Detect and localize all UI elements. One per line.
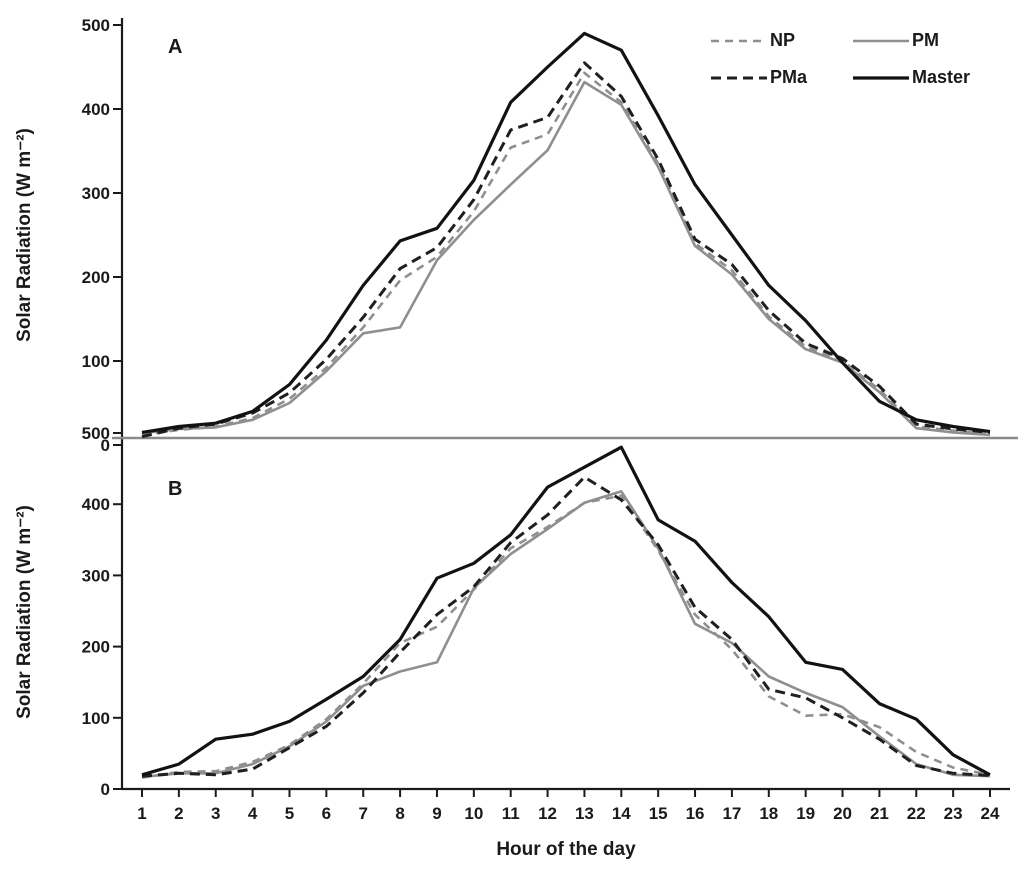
np-line-sample — [711, 39, 767, 42]
series-line-Master-panel-A — [141, 31, 991, 434]
y-tick-label-panel-B: 100 — [82, 709, 110, 728]
legend-item-np: NP — [710, 30, 852, 51]
x-tick-label: 5 — [285, 804, 294, 823]
y-axis-title-panel-a: Solar Radiation (W m⁻²) — [14, 128, 35, 342]
pma-line-sample — [711, 76, 767, 79]
x-axis-title: Hour of the day — [496, 839, 636, 860]
x-tick-label: 22 — [907, 804, 926, 823]
x-tick-label: 17 — [722, 804, 741, 823]
series-line-PMa-panel-A — [141, 61, 991, 439]
y-tick-label-panel-A: 500 — [82, 16, 110, 35]
x-tick-label: 8 — [395, 804, 404, 823]
series-line-Master-panel-B — [141, 445, 991, 777]
series-line-PM-panel-B — [141, 490, 991, 779]
legend-label-pma: PMa — [770, 67, 808, 87]
x-tick-label: 13 — [575, 804, 594, 823]
y-tick-label-panel-B: 400 — [82, 495, 110, 514]
x-tick-label: 2 — [174, 804, 183, 823]
x-tick-label: 3 — [211, 804, 220, 823]
x-tick-label: 6 — [322, 804, 331, 823]
y-tick-label-panel-A: 300 — [82, 184, 110, 203]
series-line-NP-panel-A — [141, 71, 991, 437]
y-tick-label-panel-A: 100 — [82, 352, 110, 371]
x-tick-label: 10 — [464, 804, 483, 823]
x-tick-label: 24 — [981, 804, 1000, 823]
legend-label-np: NP — [770, 30, 796, 50]
x-tick-label: 16 — [686, 804, 705, 823]
y-tick-label-panel-B: 500 — [82, 424, 110, 443]
legend: NP PM PMa Master — [710, 30, 1022, 88]
series-line-PMa-panel-B — [141, 475, 991, 778]
x-tick-label: 7 — [358, 804, 367, 823]
y-tick-label-panel-A: 400 — [82, 100, 110, 119]
x-tick-label: 11 — [502, 804, 520, 823]
master-line-sample — [853, 75, 909, 80]
y-tick-label-panel-B: 200 — [82, 638, 110, 657]
y-tick-label-panel-B: 300 — [82, 566, 110, 585]
x-tick-label: 14 — [612, 804, 631, 823]
legend-label-master: Master — [912, 67, 971, 87]
legend-item-master: Master — [852, 67, 1022, 88]
x-tick-label: 21 — [870, 804, 889, 823]
x-tick-label: 23 — [944, 804, 963, 823]
y-axis-title-panel-b: Solar Radiation (W m⁻²) — [14, 505, 35, 719]
legend-item-pma: PMa — [710, 67, 852, 88]
y-tick-label-panel-A: 200 — [82, 268, 110, 287]
legend-label-pm: PM — [912, 30, 939, 50]
x-tick-label: 9 — [432, 804, 441, 823]
x-tick-label: 18 — [759, 804, 778, 823]
panel-label-b: B — [168, 478, 182, 500]
y-tick-label-panel-A: 0 — [101, 436, 110, 455]
x-tick-label: 1 — [137, 804, 146, 823]
panel-label-a: A — [168, 36, 182, 58]
x-tick-label: 19 — [796, 804, 815, 823]
x-tick-label: 15 — [649, 804, 668, 823]
y-tick-label-panel-B: 0 — [101, 780, 110, 799]
legend-item-pm: PM — [852, 30, 1022, 51]
x-tick-label: 20 — [833, 804, 852, 823]
series-line-NP-panel-B — [141, 494, 991, 779]
x-tick-label: 12 — [538, 804, 557, 823]
pm-line-sample — [853, 39, 909, 42]
x-tick-label: 4 — [248, 804, 258, 823]
